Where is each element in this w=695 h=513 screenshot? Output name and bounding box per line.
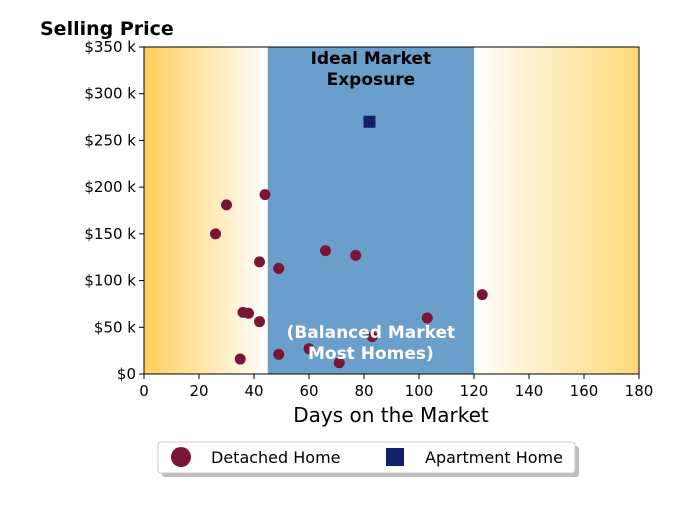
point-detached-home [234,353,246,365]
data-points [210,115,488,369]
legend-label-apartment-home: Apartment Home [425,448,563,467]
y-axis: $0 $50 k $100 k $150 k $200 k $250 k $300 k $35… [84,38,144,383]
y-tick-label: $300 k [84,85,136,103]
x-tick-label: 40 [244,382,263,400]
point-detached-home [366,331,378,343]
x-tick-label: 100 [405,382,434,400]
legend-marker-apartment-home [386,448,404,466]
point-detached-home [210,228,221,240]
ideal-exposure-band [267,47,474,374]
y-tick-label: $250 k [84,131,136,149]
annotation-bottom-line2: Most Homes) [308,344,434,364]
x-axis-label: Days on the Market [293,403,489,427]
y-tick-label: $150 k [84,225,136,243]
annotation-bottom-line1: (Balanced Market [287,323,456,343]
x-tick-label: 0 [139,382,149,400]
point-detached-home [273,348,285,360]
gradient-region-left [144,47,268,374]
x-tick-label: 180 [625,382,654,400]
point-detached-home [273,262,285,274]
x-tick-label: 160 [570,382,599,400]
y-tick-label: $350 k [84,38,136,56]
x-axis: 0 20 40 60 80 100 120 140 160 180 [139,374,653,400]
plot-background [144,47,639,374]
plot-frame [143,46,640,375]
legend-box [157,441,576,474]
x-tick-label: 60 [299,382,318,400]
y-tick-label: $100 k [84,272,136,290]
point-detached-home [243,307,254,319]
point-detached-home [333,357,345,369]
legend: Detached Home Apartment Home [157,441,579,477]
x-tick-label: 80 [354,382,373,400]
annotation-top-line2: Exposure [327,70,416,90]
point-apartment-home [363,115,376,128]
y-tick-label: $200 k [84,178,136,196]
legend-marker-detached-home [171,447,191,467]
point-detached-home [221,199,232,211]
y-tick-label: $0 [117,365,136,383]
gradient-region-right [474,47,639,374]
point-detached-home [254,316,265,328]
point-detached-home [320,245,331,257]
annotation-top-line1: Ideal Market [311,49,432,69]
legend-label-detached-home: Detached Home [211,448,341,467]
y-tick-label: $50 k [94,318,136,336]
x-tick-label: 120 [460,382,489,400]
chart-title: Selling Price [40,18,174,40]
point-detached-home [476,289,488,301]
band-annotations: Ideal Market Exposure (Balanced Market M… [287,49,456,364]
point-detached-home [303,343,315,355]
point-detached-home [259,189,271,201]
point-detached-home [350,249,362,261]
x-tick-label: 140 [515,382,544,400]
point-detached-home [254,256,265,268]
point-detached-home [421,312,433,324]
x-tick-label: 20 [189,382,208,400]
